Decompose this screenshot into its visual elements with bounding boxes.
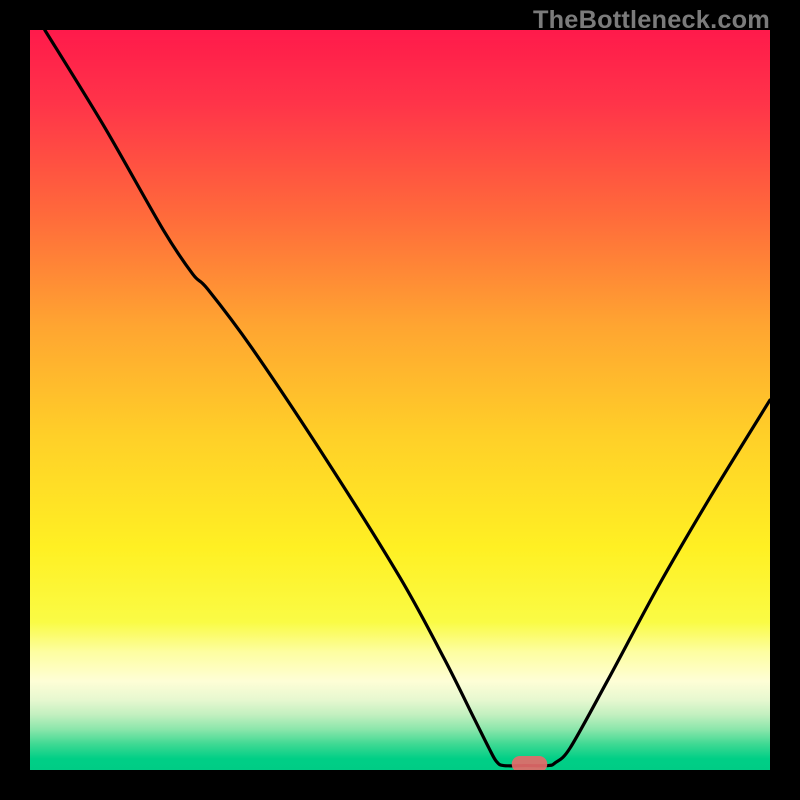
- optimal-point-marker: [512, 756, 548, 770]
- chart-svg: [30, 30, 770, 770]
- watermark-label: TheBottleneck.com: [533, 6, 770, 35]
- chart-background: [30, 30, 770, 770]
- plot-area: [30, 30, 770, 770]
